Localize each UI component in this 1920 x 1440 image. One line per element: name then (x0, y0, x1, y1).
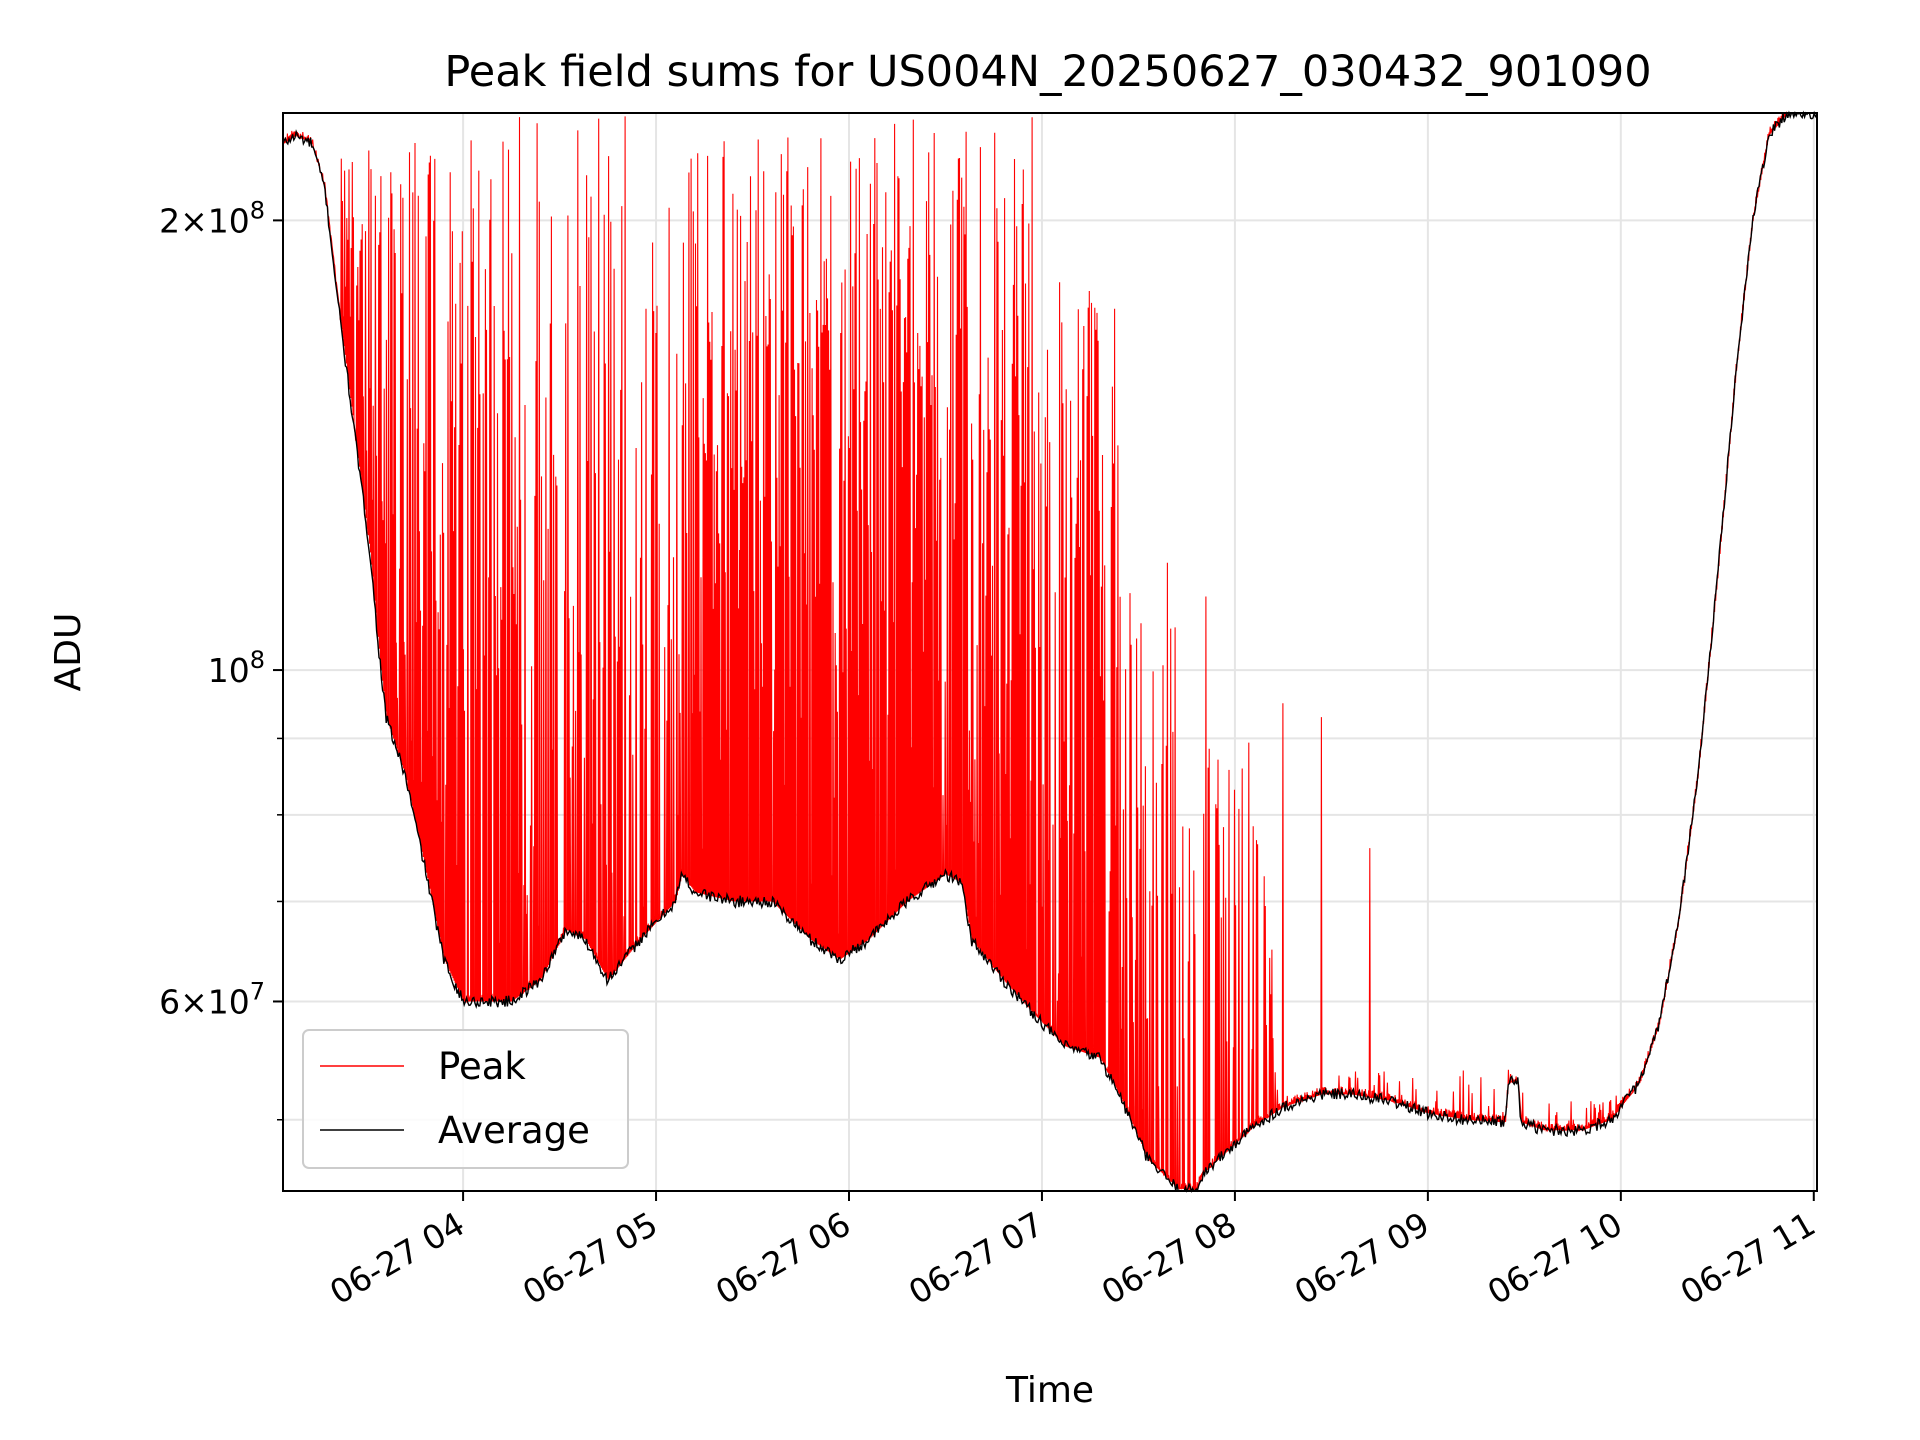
x-axis-label: Time (1005, 1370, 1094, 1411)
legend-box (302, 1029, 629, 1169)
y-tick-label: 108 (208, 646, 265, 690)
chart-title: Peak field sums for US004N_20250627_0304… (444, 47, 1651, 97)
series-line-peak (282, 110, 1817, 1192)
legend: Peak Average (302, 1029, 629, 1169)
plot-frame (282, 112, 1818, 1192)
y-tick-label: 6×107 (159, 977, 265, 1021)
legend-label-average: Average (438, 1109, 590, 1152)
plot-area (282, 110, 1818, 1193)
y-axis-label: ADU (48, 613, 89, 692)
y-tick-label: 2×108 (159, 196, 265, 240)
series-line-average (282, 110, 1818, 1193)
legend-label-peak: Peak (438, 1045, 526, 1088)
